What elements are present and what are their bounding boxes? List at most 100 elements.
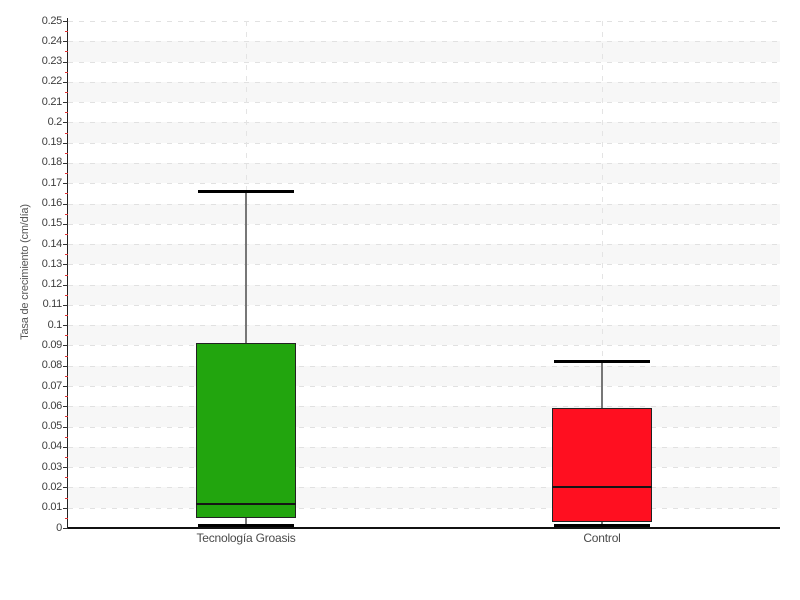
y-major-tick	[63, 507, 68, 509]
whisker-lower	[245, 517, 247, 526]
y-tick-label: 0.18	[41, 156, 63, 169]
h-gridline	[68, 507, 780, 509]
grid-band	[68, 244, 780, 265]
x-axis-category-label: Tecnología Groasis	[196, 531, 296, 545]
h-gridline	[68, 162, 780, 164]
y-minor-tick	[65, 213, 68, 215]
y-minor-tick	[65, 335, 68, 337]
grid-band	[68, 325, 780, 346]
y-major-tick	[63, 304, 68, 306]
y-tick-label: 0.22	[41, 75, 63, 88]
y-minor-tick	[65, 112, 68, 114]
y-major-tick	[63, 325, 68, 327]
h-gridline	[68, 345, 780, 347]
h-gridline	[68, 142, 780, 144]
y-tick-label: 0.03	[41, 460, 63, 473]
y-major-tick	[63, 223, 68, 225]
y-tick-label: 0.13	[41, 257, 63, 270]
y-minor-tick	[65, 436, 68, 438]
y-minor-tick	[65, 457, 68, 459]
y-major-tick	[63, 244, 68, 246]
y-minor-tick	[65, 233, 68, 235]
h-gridline	[68, 487, 780, 489]
grid-band	[68, 203, 780, 224]
h-gridline	[68, 21, 780, 22]
whisker-upper	[601, 361, 603, 409]
h-gridline	[68, 102, 780, 104]
y-major-tick	[63, 345, 68, 347]
y-major-tick	[63, 446, 68, 448]
y-major-tick	[63, 467, 68, 469]
h-gridline	[68, 81, 780, 83]
y-minor-tick	[65, 477, 68, 479]
y-minor-tick	[65, 416, 68, 418]
h-gridline	[68, 223, 780, 225]
h-gridline	[68, 183, 780, 185]
y-tick-label: 0.17	[41, 176, 63, 189]
plot-area	[68, 21, 780, 528]
y-tick-label: 0.14	[41, 237, 63, 250]
y-major-tick	[63, 61, 68, 63]
y-minor-tick	[65, 132, 68, 134]
y-minor-tick	[65, 517, 68, 519]
y-major-tick	[63, 386, 68, 388]
grid-band	[68, 81, 780, 103]
y-tick-label: 0	[56, 521, 62, 534]
grid-band	[68, 406, 780, 427]
grid-band	[68, 41, 780, 62]
whisker-cap-max	[198, 189, 294, 193]
y-tick-label: 0.21	[41, 95, 63, 108]
h-gridline	[68, 386, 780, 388]
y-major-tick	[63, 528, 68, 529]
y-tick-label: 0.12	[41, 278, 63, 291]
y-major-tick	[63, 41, 68, 43]
y-tick-label: 0.07	[41, 379, 63, 392]
grid-band	[68, 446, 780, 468]
y-minor-tick	[65, 375, 68, 377]
h-gridline	[68, 446, 780, 448]
whisker-upper	[245, 191, 247, 344]
h-gridline	[68, 304, 780, 306]
whisker-cap-max	[554, 360, 650, 364]
whisker-cap-min	[554, 524, 650, 528]
y-major-tick	[63, 426, 68, 428]
whisker-lower	[601, 521, 603, 526]
h-gridline	[68, 406, 780, 408]
y-major-tick	[63, 284, 68, 286]
y-tick-label: 0.11	[42, 298, 63, 311]
h-gridline	[68, 41, 780, 43]
y-tick-label: 0.23	[41, 55, 63, 68]
y-minor-tick	[65, 315, 68, 317]
whisker-cap-min	[198, 524, 294, 528]
y-minor-tick	[65, 152, 68, 154]
y-tick-label: 0.1	[47, 318, 63, 331]
y-major-tick	[63, 365, 68, 367]
grid-band	[68, 365, 780, 387]
h-gridline	[68, 203, 780, 205]
y-major-tick	[63, 81, 68, 83]
median-line	[552, 486, 652, 489]
y-major-tick	[63, 162, 68, 164]
y-minor-tick	[65, 254, 68, 256]
y-tick-label: 0.09	[41, 338, 63, 351]
h-gridline	[68, 365, 780, 367]
x-axis-category-label: Control	[583, 531, 621, 545]
y-tick-label: 0.19	[41, 136, 63, 149]
h-gridline	[68, 325, 780, 327]
y-tick-label: 0.06	[41, 399, 63, 412]
y-major-tick	[63, 487, 68, 489]
y-tick-label: 0.02	[41, 480, 63, 493]
h-gridline	[68, 426, 780, 428]
y-tick-label: 0.01	[41, 501, 63, 514]
y-minor-tick	[65, 355, 68, 357]
h-gridline	[68, 122, 780, 124]
y-tick-label: 0.04	[41, 440, 63, 453]
y-tick-label: 0.08	[41, 359, 63, 372]
median-line	[196, 502, 296, 505]
y-major-tick	[63, 21, 68, 22]
y-minor-tick	[65, 51, 68, 53]
y-minor-tick	[65, 31, 68, 33]
y-major-tick	[63, 142, 68, 144]
y-minor-tick	[65, 294, 68, 296]
box-control	[552, 408, 652, 522]
